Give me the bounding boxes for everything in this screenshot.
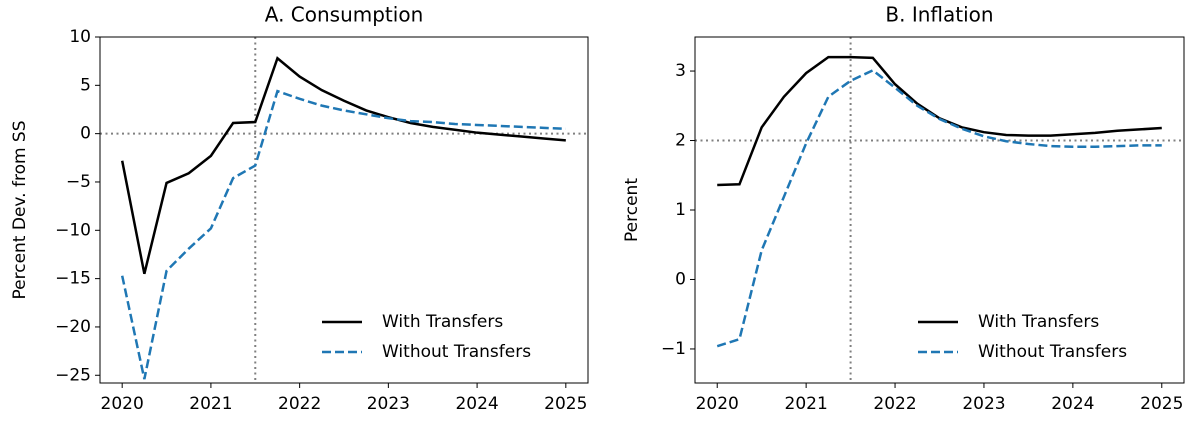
y-tick-label: −10 [55, 220, 91, 240]
y-tick-label: 0 [675, 269, 686, 289]
y-tick-label: 0 [80, 124, 91, 144]
x-tick-label: 2023 [367, 394, 410, 414]
legend-label: Without Transfers [978, 342, 1127, 362]
plot-frame [99, 36, 589, 384]
chart-title: B. Inflation [885, 3, 993, 27]
legend-label: With Transfers [978, 312, 1099, 332]
y-tick-label: 3 [675, 61, 686, 81]
y-tick-label: −25 [55, 365, 91, 385]
x-tick-label: 2023 [962, 394, 1005, 414]
y-axis-label: Percent Dev. from SS [10, 120, 30, 299]
data-line [716, 68, 1162, 348]
x-tick-label: 2022 [278, 394, 321, 414]
x-tick-label: 2020 [101, 394, 144, 414]
x-tick-label: 2025 [544, 394, 587, 414]
y-tick-label: −20 [55, 317, 91, 337]
legend-label: Without Transfers [382, 342, 531, 362]
data-line [717, 55, 1162, 187]
x-tick-label: 2022 [873, 394, 916, 414]
x-tick-label: 2021 [189, 394, 232, 414]
x-tick-label: 2021 [785, 394, 828, 414]
y-tick-label: −15 [55, 269, 91, 289]
data-line [120, 89, 566, 380]
legend-label: With Transfers [382, 312, 503, 332]
y-tick-label: 1 [675, 200, 686, 220]
plot-frame [694, 36, 1185, 384]
y-tick-label: 5 [80, 75, 91, 95]
chart-title: A. Consumption [265, 3, 424, 27]
x-tick-label: 2024 [1051, 394, 1094, 414]
y-tick-label: −1 [661, 339, 686, 359]
y-tick-label: −5 [66, 172, 91, 192]
y-axis-label: Percent [622, 178, 642, 242]
y-tick-label: 2 [675, 131, 686, 151]
x-tick-label: 2025 [1140, 394, 1183, 414]
x-tick-label: 2020 [696, 394, 739, 414]
data-line [120, 56, 566, 275]
x-tick-label: 2024 [455, 394, 498, 414]
y-tick-label: 10 [69, 27, 91, 47]
